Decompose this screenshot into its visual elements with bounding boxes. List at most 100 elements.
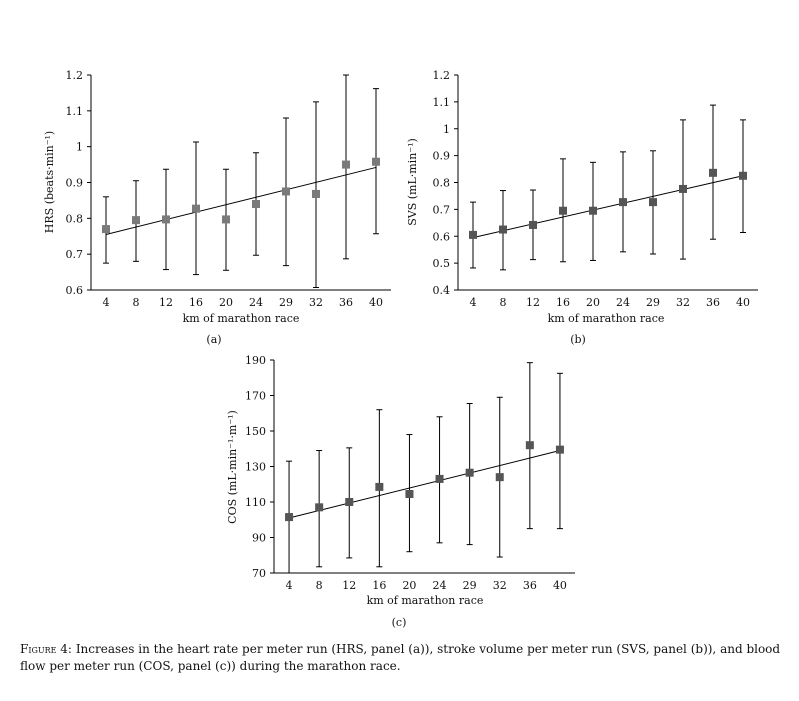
x-tick-label: 20 — [586, 296, 600, 309]
y-axis-title-c: COS (mL·min⁻¹·m⁻¹) — [226, 410, 239, 524]
data-point — [469, 230, 477, 239]
plot-marks-b: 0.4 0.5 0.6 0.7 0.8 0.9 1 1.1 1.2 4 8 12 16 20 24 29 32 3… — [433, 69, 751, 309]
x-tick-label: 4 — [470, 296, 477, 309]
data-point — [495, 473, 504, 482]
y-tick-label: 1 — [443, 123, 450, 136]
panel-label-a: (a) — [206, 333, 221, 346]
data-point — [192, 204, 200, 213]
panel-label-b: (b) — [570, 333, 586, 346]
data-point — [589, 206, 597, 215]
x-tick-label: 4 — [103, 296, 110, 309]
y-tick-label: 1 — [76, 141, 83, 154]
x-tick-label: 24 — [433, 579, 447, 592]
y-tick-label: 150 — [245, 425, 266, 438]
data-point — [465, 468, 474, 477]
y-tick-label: 1.1 — [433, 96, 451, 109]
x-tick-label: 29 — [279, 296, 293, 309]
x-tick-label: 36 — [339, 296, 353, 309]
y-tick-label: 0.9 — [66, 177, 84, 190]
data-point — [435, 474, 444, 483]
x-tick-label: 16 — [189, 296, 203, 309]
x-tick-label: 36 — [523, 579, 537, 592]
x-axis-title-b: km of marathon race — [548, 312, 665, 325]
panel-a: HRS (beats·min⁻¹) km of marathon race (a… — [43, 69, 391, 346]
x-tick-label: 12 — [526, 296, 540, 309]
data-point — [375, 482, 384, 491]
x-axis-title-c: km of marathon race — [367, 594, 484, 607]
data-point — [405, 490, 414, 499]
x-tick-label: 8 — [133, 296, 140, 309]
data-point — [132, 216, 140, 225]
x-tick-label: 40 — [553, 579, 567, 592]
x-tick-label: 16 — [372, 579, 386, 592]
y-tick-label: 0.6 — [66, 284, 84, 297]
y-tick-label: 0.8 — [433, 177, 451, 190]
trend-line — [288, 450, 561, 519]
data-point — [525, 441, 534, 450]
x-tick-label: 20 — [402, 579, 416, 592]
data-point — [102, 225, 110, 234]
data-point — [529, 220, 537, 229]
x-tick-label: 8 — [316, 579, 323, 592]
x-axis-title-a: km of marathon race — [183, 312, 300, 325]
y-tick-label: 170 — [245, 390, 266, 403]
x-tick-label: 32 — [309, 296, 323, 309]
x-tick-label: 32 — [493, 579, 507, 592]
y-tick-label: 190 — [245, 354, 266, 367]
data-point — [315, 503, 324, 512]
data-point — [345, 498, 354, 506]
y-tick-label: 90 — [252, 532, 266, 545]
y-axis-title-b: SVS (mL·min⁻¹) — [406, 138, 419, 226]
y-tick-label: 0.7 — [433, 203, 451, 216]
y-tick-label: 0.8 — [66, 212, 84, 225]
x-tick-label: 29 — [646, 296, 660, 309]
y-tick-label: 1.1 — [66, 105, 84, 118]
data-point — [342, 160, 350, 169]
data-point — [162, 215, 170, 224]
panel-c: COS (mL·min⁻¹·m⁻¹) km of marathon race (… — [226, 354, 575, 629]
data-point — [285, 513, 294, 522]
x-tick-label: 12 — [159, 296, 173, 309]
data-point — [252, 200, 260, 208]
data-point — [649, 198, 657, 207]
y-tick-label: 1.2 — [433, 69, 451, 82]
y-tick-label: 0.5 — [433, 257, 451, 270]
trend-line — [472, 175, 744, 239]
data-point — [619, 198, 627, 207]
data-point — [312, 189, 320, 198]
x-tick-label: 40 — [369, 296, 383, 309]
data-point — [282, 187, 290, 196]
y-tick-label: 0.9 — [433, 150, 451, 163]
y-tick-label: 0.6 — [433, 230, 451, 243]
x-tick-label: 24 — [249, 296, 263, 309]
y-tick-label: 130 — [245, 461, 266, 474]
trend-line — [105, 166, 377, 235]
y-tick-label: 0.4 — [433, 284, 451, 297]
panel-label-c: (c) — [392, 616, 407, 629]
plot-marks-c: 70 90 110 130 150 170 190 4 8 12 16 20 24 29 32 36 40 — [245, 354, 567, 592]
y-tick-label: 0.7 — [66, 248, 84, 261]
data-point — [739, 171, 747, 180]
figure-label: Figure 4: — [20, 642, 72, 656]
x-tick-label: 32 — [676, 296, 690, 309]
data-point — [499, 225, 507, 234]
x-tick-label: 40 — [736, 296, 750, 309]
y-axis-title-a: HRS (beats·min⁻¹) — [43, 131, 56, 233]
x-tick-label: 29 — [463, 579, 477, 592]
y-tick-label: 1.2 — [66, 69, 84, 82]
x-tick-label: 16 — [556, 296, 570, 309]
data-point — [559, 206, 567, 215]
x-tick-label: 8 — [500, 296, 507, 309]
panel-b: SVS (mL·min⁻¹) km of marathon race (b) 0… — [406, 69, 758, 346]
x-tick-label: 4 — [286, 579, 293, 592]
y-tick-label: 70 — [252, 567, 266, 580]
data-point — [679, 184, 687, 193]
figure-caption-text: Increases in the heart rate per meter ru… — [20, 642, 781, 673]
data-point — [372, 157, 380, 166]
figure-caption: Figure 4: Increases in the heart rate pe… — [20, 641, 785, 675]
plot-marks-a: 0.6 0.7 0.8 0.9 1 1.1 1.2 4 8 12 16 20 24 29 32 36 40 — [66, 69, 384, 309]
x-tick-label: 36 — [706, 296, 720, 309]
x-tick-label: 20 — [219, 296, 233, 309]
x-tick-label: 12 — [342, 579, 356, 592]
